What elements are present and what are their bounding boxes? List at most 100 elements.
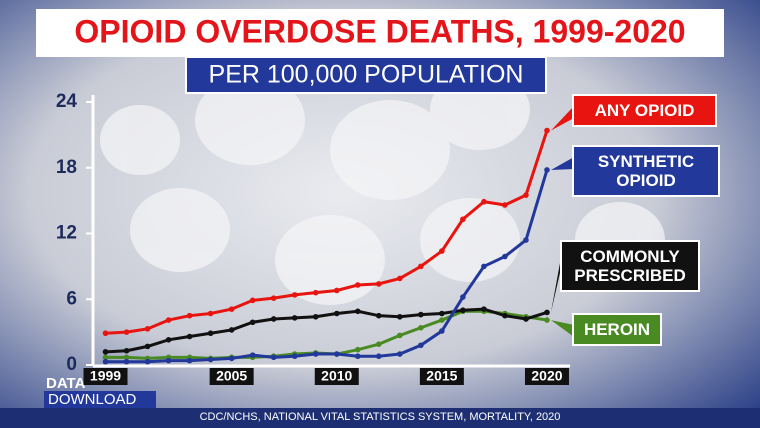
point [397,332,403,339]
point [544,317,550,323]
label-pointer [550,320,574,337]
point [397,351,403,357]
y-tick-label: 18 [56,157,77,178]
x-tick [83,368,128,385]
point [523,316,529,322]
point [544,309,550,316]
point [397,313,403,320]
point [460,216,466,223]
point [376,312,382,319]
point [312,313,319,320]
point [123,358,130,365]
point [291,353,298,360]
y-tick-label: 12 [56,223,77,244]
x-tick-label: 2020 [531,368,562,384]
x-tick [524,368,569,385]
point [186,333,193,340]
point [354,308,361,315]
chart-subtitle: PER 100,000 POPULATION [209,61,524,89]
point [102,358,109,365]
x-tick-label: 1999 [90,368,121,384]
chart-title: OPIOID OVERDOSE DEATHS, 1999-2020 [74,13,685,49]
series [102,306,550,355]
point [249,352,256,358]
point [291,292,298,298]
logo-box [44,391,156,408]
point [123,329,130,335]
point [165,317,172,323]
point [397,275,403,282]
point [376,353,382,360]
x-tick [209,368,254,385]
point [228,327,235,333]
point [333,351,340,357]
point [481,263,487,270]
point [502,202,508,208]
line [105,130,549,335]
label-pointer [550,252,562,313]
point [502,253,508,260]
label-pointer [550,106,574,131]
logo-bottom: DOWNLOAD [48,391,137,408]
x-tick [419,368,464,385]
point [207,310,214,317]
series [102,167,550,365]
point [312,351,319,357]
source: CDC/NCHS, NATIONAL VITAL STATISTICS SYST… [200,411,561,423]
point [270,316,277,322]
title-box [36,9,724,57]
footer [0,408,760,428]
point [376,341,382,347]
point [102,330,109,337]
point [523,192,529,198]
point [333,287,340,294]
point [481,198,487,205]
logo-top: DATA [46,375,86,392]
point [186,312,193,319]
point [354,282,361,288]
point [439,328,445,334]
point [544,127,550,134]
point [333,310,340,317]
point [270,295,277,301]
point [376,281,382,287]
x-tick [314,368,359,385]
point [291,315,298,321]
series [102,127,550,337]
point [418,263,424,270]
point [312,289,319,296]
point [460,294,466,300]
point [165,357,172,364]
point [228,306,235,312]
point [102,354,109,361]
point [123,347,130,354]
point [481,306,487,312]
point [523,237,529,243]
y-tick-label: 0 [66,354,77,375]
point [418,311,424,318]
x-tick-label: 2010 [321,368,352,384]
series-label: SYNTHETIC OPIOID [572,145,720,197]
point [270,354,277,361]
point [186,357,193,364]
point [144,343,151,350]
y-tick-label: 24 [56,91,78,112]
point [102,349,109,355]
line [105,307,548,354]
point [439,317,445,323]
point [123,354,130,361]
point [502,312,508,319]
point [354,346,361,353]
point [249,297,256,304]
series-label: HEROIN [572,313,662,346]
series-label: COMMONLY PRESCRIBED [560,240,700,292]
point [418,324,424,331]
point [544,167,550,173]
point [354,353,361,360]
point [228,355,235,362]
point [207,330,214,337]
point [249,319,256,326]
point [165,336,172,343]
